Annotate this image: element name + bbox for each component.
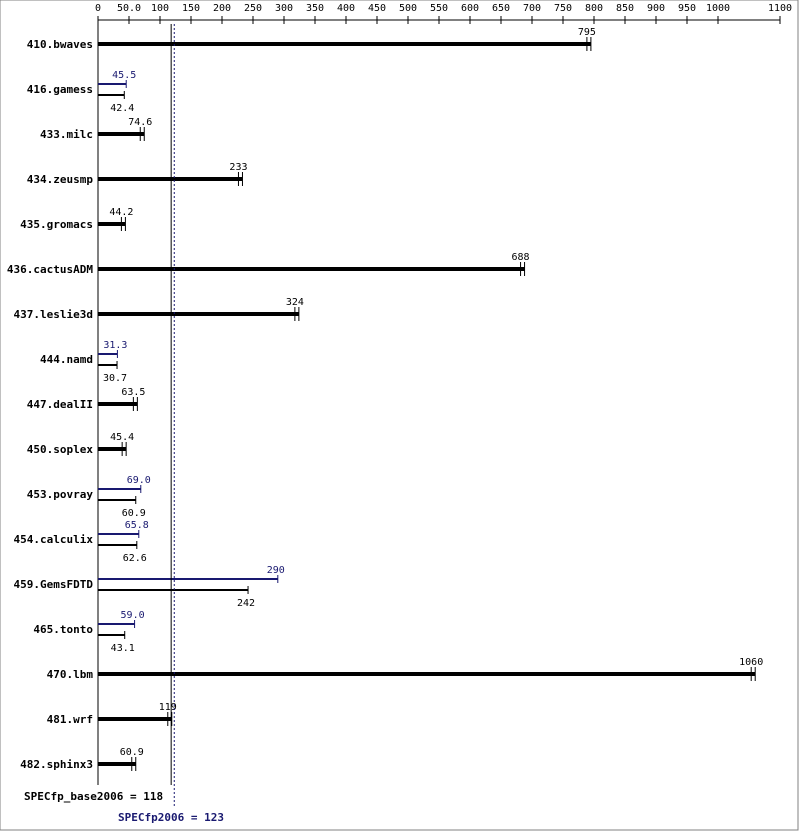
benchmark-label: 482.sphinx3: [20, 758, 93, 771]
x-tick-label: 550: [430, 3, 448, 14]
base-value-label: 30.7: [103, 373, 127, 384]
benchmark-label: 470.lbm: [47, 668, 94, 681]
peak-value-label: 45.5: [112, 70, 136, 81]
base-summary-label: SPECfp_base2006 = 118: [24, 790, 163, 803]
x-tick-label: 500: [399, 3, 417, 14]
base-value-label: 74.6: [128, 117, 152, 128]
benchmark-label: 450.soplex: [27, 443, 94, 456]
x-tick-label: 1000: [706, 3, 730, 14]
x-tick-label: 600: [461, 3, 479, 14]
base-value-label: 795: [578, 27, 596, 38]
x-tick-label: 100: [151, 3, 169, 14]
benchmark-label: 444.namd: [40, 353, 93, 366]
x-tick-label: 400: [337, 3, 355, 14]
benchmark-label: 434.zeusmp: [27, 173, 94, 186]
benchmark-label: 437.leslie3d: [14, 308, 93, 321]
base-value-label: 242: [237, 598, 255, 609]
benchmark-label: 416.gamess: [27, 83, 93, 96]
base-value-label: 42.4: [110, 103, 134, 114]
peak-value-label: 69.0: [127, 475, 151, 486]
x-tick-label: 0: [95, 3, 101, 14]
benchmark-label: 447.dealII: [27, 398, 93, 411]
base-value-label: 44.2: [109, 207, 133, 218]
base-value-label: 688: [512, 252, 530, 263]
reference-lines: [170, 24, 175, 808]
benchmark-label: 465.tonto: [33, 623, 93, 636]
base-value-label: 324: [286, 297, 304, 308]
peak-value-label: 65.8: [125, 520, 149, 531]
benchmark-label: 436.cactusADM: [7, 263, 93, 276]
base-value-label: 62.6: [123, 553, 147, 564]
bars: 410.bwaves 795 416.gamess 45.5 42.4 433.milc 7…: [7, 27, 763, 771]
benchmark-label: 410.bwaves: [27, 38, 93, 51]
x-tick-label: 250: [244, 3, 262, 14]
x-axis: 0 50.0 100 150 200 250 300 350 400 450 500 550 600 65…: [95, 3, 792, 785]
base-value-label: 45.4: [110, 432, 134, 443]
peak-value-label: 290: [267, 565, 285, 576]
x-tick-label: 350: [306, 3, 324, 14]
base-value-label: 1060: [739, 657, 763, 668]
benchmark-label: 459.GemsFDTD: [14, 578, 94, 591]
base-value-label: 60.9: [120, 747, 144, 758]
peak-value-label: 59.0: [121, 610, 145, 621]
x-tick-label: 950: [678, 3, 696, 14]
x-tick-label: 150: [182, 3, 200, 14]
x-tick-label: 900: [647, 3, 665, 14]
base-value-label: 233: [229, 162, 247, 173]
x-tick-label: 50.0: [117, 3, 141, 14]
x-tick-label: 800: [585, 3, 603, 14]
benchmark-label: 454.calculix: [14, 533, 94, 546]
base-value-label: 119: [159, 702, 177, 713]
x-tick-label: 1100: [768, 3, 792, 14]
x-tick-label: 200: [213, 3, 231, 14]
benchmark-label: 481.wrf: [47, 713, 93, 726]
base-value-label: 63.5: [121, 387, 145, 398]
x-tick-label: 850: [616, 3, 634, 14]
x-tick-label: 300: [275, 3, 293, 14]
peak-value-label: 31.3: [103, 340, 127, 351]
x-tick-label: 750: [554, 3, 572, 14]
base-value-label: 43.1: [111, 643, 135, 654]
base-value-label: 60.9: [122, 508, 146, 519]
benchmark-label: 433.milc: [40, 128, 93, 141]
x-tick-label: 700: [523, 3, 541, 14]
benchmark-label: 435.gromacs: [20, 218, 93, 231]
peak-summary-label: SPECfp2006 = 123: [118, 811, 224, 824]
x-tick-label: 650: [492, 3, 510, 14]
x-tick-label: 450: [368, 3, 386, 14]
benchmark-label: 453.povray: [27, 488, 94, 501]
